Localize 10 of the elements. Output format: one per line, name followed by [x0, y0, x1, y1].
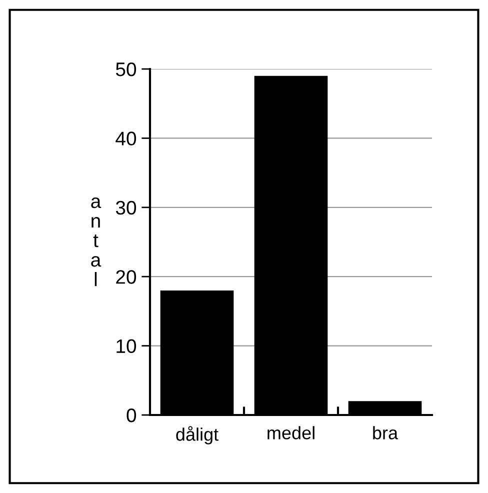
y-tick-label: 50 — [116, 62, 136, 76]
y-tick-label: 20 — [116, 270, 136, 284]
y-tick-label: 40 — [116, 132, 136, 146]
y-tick-label: 10 — [116, 339, 136, 354]
x-tick-label: bra — [373, 426, 398, 440]
y-tick-label: 30 — [116, 200, 136, 215]
x-tick-label: dåligt — [176, 426, 218, 444]
x-tick-label: medel — [268, 426, 314, 440]
y-axis-title: antal — [91, 197, 102, 286]
y-tick-label: 0 — [126, 408, 136, 422]
